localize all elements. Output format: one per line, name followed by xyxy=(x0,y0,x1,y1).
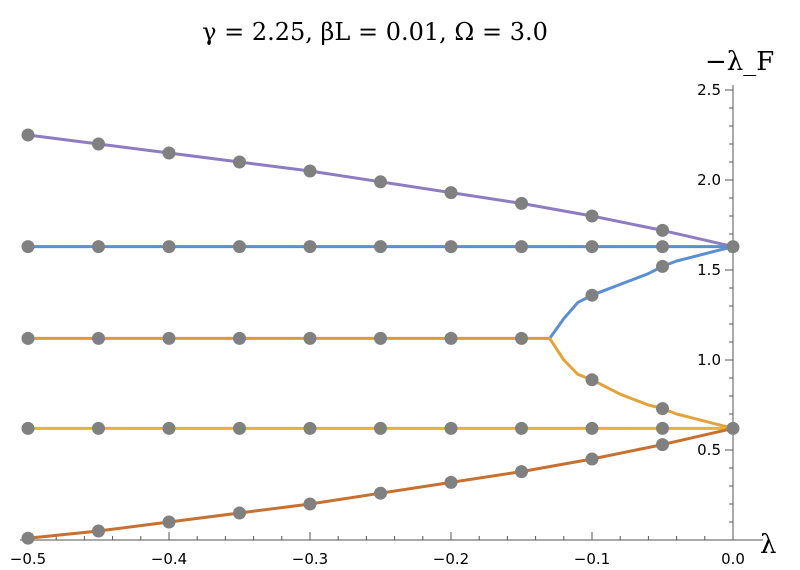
data-point xyxy=(726,240,740,254)
data-point xyxy=(444,331,458,345)
data-point xyxy=(656,438,669,452)
data-point xyxy=(515,240,528,254)
data-point xyxy=(444,186,458,200)
data-point xyxy=(233,155,246,169)
data-point xyxy=(656,223,669,237)
data-point xyxy=(515,196,528,210)
data-point xyxy=(92,524,105,538)
data-point xyxy=(92,240,105,254)
data-point xyxy=(585,421,599,435)
x-tick-label: −0.5 xyxy=(10,550,46,568)
data-point xyxy=(656,240,669,254)
data-point xyxy=(233,240,246,254)
data-point xyxy=(444,240,458,254)
y-tick-label: 2.0 xyxy=(697,171,721,189)
data-point xyxy=(585,288,599,302)
data-point xyxy=(233,421,246,435)
data-point xyxy=(585,373,599,387)
chart-title: γ = 2.25, βL = 0.01, Ω = 3.0 xyxy=(202,18,548,46)
data-point xyxy=(92,421,105,435)
x-axis-label: λ xyxy=(760,530,776,560)
x-tick-label: −0.3 xyxy=(292,550,328,568)
y-tick-label: 1.0 xyxy=(697,351,721,369)
data-point xyxy=(585,240,599,254)
data-point xyxy=(585,452,599,466)
data-point xyxy=(92,137,105,151)
series-line-4 xyxy=(548,336,735,430)
data-point xyxy=(92,331,105,345)
data-point xyxy=(374,240,387,254)
data-point xyxy=(585,209,599,223)
data-point xyxy=(726,421,740,435)
data-point xyxy=(21,331,35,345)
data-point xyxy=(21,128,35,142)
data-point xyxy=(515,421,528,435)
points-layer xyxy=(21,128,740,545)
data-point xyxy=(374,175,387,189)
y-axis-label: −λ_F xyxy=(705,47,774,77)
data-point xyxy=(515,465,528,479)
data-point xyxy=(374,331,387,345)
data-point xyxy=(162,421,176,435)
y-tick-label: 2.5 xyxy=(697,81,721,99)
data-point xyxy=(374,421,387,435)
data-point xyxy=(656,402,669,416)
data-point xyxy=(303,240,317,254)
data-point xyxy=(162,515,176,529)
data-point xyxy=(303,331,317,345)
data-point xyxy=(444,475,458,489)
data-point xyxy=(21,531,35,545)
series-line-6 xyxy=(26,426,735,540)
data-point xyxy=(303,497,317,511)
data-point xyxy=(21,421,35,435)
data-point xyxy=(162,331,176,345)
x-tick-label: −0.4 xyxy=(151,550,187,568)
x-tick-label: −0.1 xyxy=(574,550,610,568)
x-tick-label: −0.2 xyxy=(433,550,469,568)
y-tick-label: 0.5 xyxy=(697,441,721,459)
data-point xyxy=(515,331,528,345)
labels-layer: −0.5 −0.4 −0.3 −0.2 −0.1 0.0 0.5 1.0 1.5 2.0 2.5 xyxy=(10,81,745,568)
x-tick-label: 0.0 xyxy=(721,550,745,568)
data-point xyxy=(444,421,458,435)
data-point xyxy=(656,259,669,273)
series-line-3 xyxy=(548,245,735,340)
data-point xyxy=(21,240,35,254)
data-point xyxy=(303,164,317,178)
y-tick-label: 1.5 xyxy=(697,261,721,279)
data-point xyxy=(656,421,669,435)
data-point xyxy=(374,486,387,500)
series-line-0 xyxy=(26,133,735,249)
data-point xyxy=(162,146,176,160)
data-point xyxy=(303,421,317,435)
data-point xyxy=(233,331,246,345)
data-point xyxy=(233,506,246,520)
axes xyxy=(20,85,763,541)
data-point xyxy=(162,240,176,254)
